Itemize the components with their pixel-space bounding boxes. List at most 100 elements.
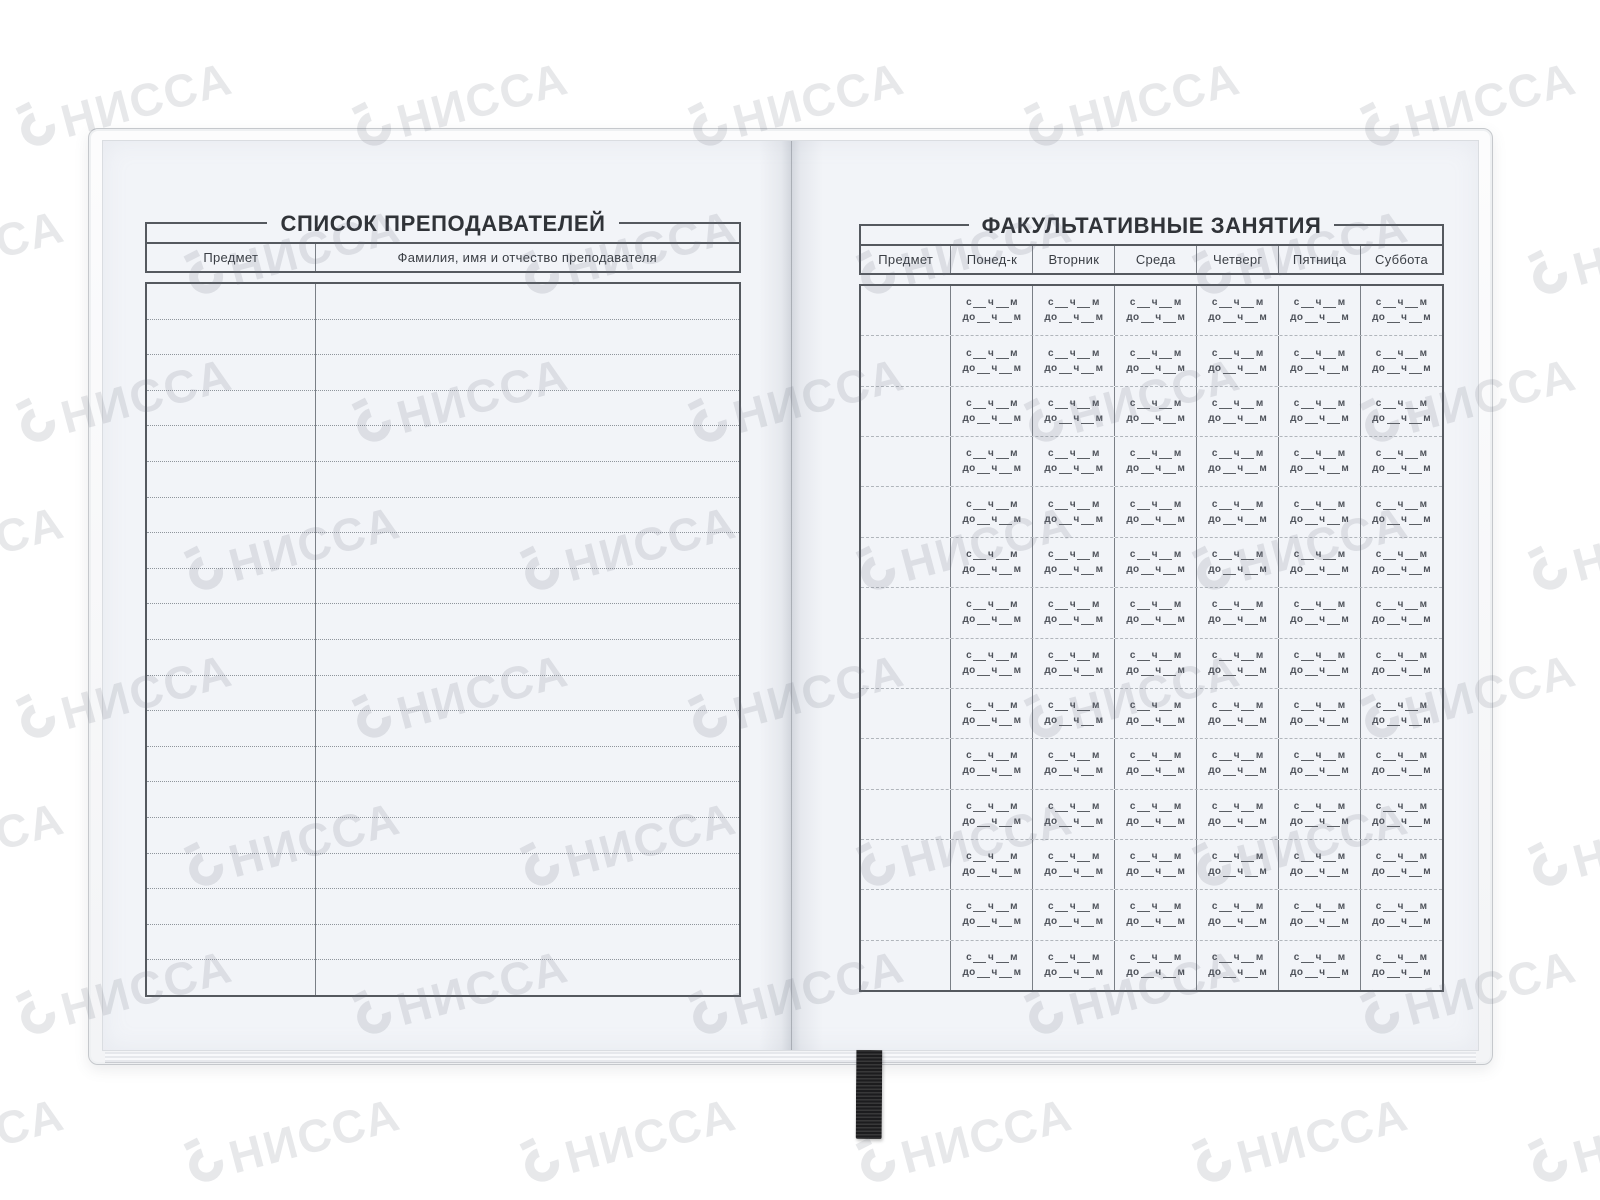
write-in-blank <box>1241 350 1255 359</box>
write-in-blank <box>1219 652 1233 661</box>
time-label: м <box>1255 448 1264 460</box>
time-label: ч <box>1151 297 1158 309</box>
time-label: м <box>1419 548 1428 560</box>
write-in-blank <box>1163 314 1176 324</box>
time-label: до <box>1208 765 1222 777</box>
time-label: до <box>1044 916 1058 928</box>
time-line: до ч м <box>1044 867 1103 878</box>
time-label: с <box>1048 297 1054 309</box>
time-label: ч <box>991 412 998 424</box>
write-in-blank <box>1405 450 1419 460</box>
write-in-blank <box>1383 551 1397 560</box>
time-label: м <box>1173 347 1182 359</box>
teachers-rule-row <box>147 462 739 498</box>
time-label: ч <box>1397 951 1404 963</box>
time-line: до ч м <box>1044 413 1103 424</box>
time-label: с <box>1129 951 1136 963</box>
time-label: с <box>966 649 972 661</box>
electives-page-title: ФАКУЛЬТАТИВНЫЕ ЗАНЯТИЯ <box>861 213 1442 239</box>
time-label: ч <box>1319 614 1326 626</box>
write-in-blank <box>1323 400 1337 409</box>
time-label: м <box>1091 800 1100 812</box>
time-label: с <box>1293 901 1300 913</box>
time-label: м <box>1423 815 1431 827</box>
time-slot-cell: с ч м до ч м <box>1360 688 1442 739</box>
time-label: м <box>1013 866 1022 878</box>
time-label: м <box>1010 851 1018 863</box>
time-label: с <box>966 599 972 611</box>
write-in-blank <box>1077 450 1091 460</box>
time-label: м <box>1013 412 1022 424</box>
time-line: до ч м <box>1044 967 1103 978</box>
time-label: ч <box>1233 951 1240 963</box>
time-label: с <box>1048 448 1054 460</box>
time-label: с <box>1048 800 1054 812</box>
subject-cell <box>861 336 950 385</box>
time-line: до ч м <box>1290 766 1349 777</box>
time-label: ч <box>987 599 995 611</box>
write-in-blank <box>1304 314 1318 324</box>
time-label: с <box>1129 800 1136 812</box>
time-slot-cell: с ч м до ч м <box>1278 839 1360 890</box>
time-label: м <box>1173 700 1182 712</box>
time-slot-cell: с ч м до ч м <box>1114 537 1196 588</box>
electives-row: с ч м до ч м с ч м до ч м с ч м до ч м с ч м до ч м с ч м до ч м с ч м до… <box>861 588 1442 639</box>
time-label: с <box>1048 599 1054 611</box>
time-label: м <box>1173 498 1182 510</box>
time-line: до ч м <box>1372 867 1431 878</box>
time-slot-cell: с ч м до ч м <box>1278 336 1360 386</box>
time-label: м <box>1337 750 1346 762</box>
time-label: ч <box>1151 901 1158 913</box>
write-in-blank <box>1326 667 1340 676</box>
time-label: ч <box>1151 800 1158 812</box>
time-label: ч <box>1319 966 1326 978</box>
write-in-blank <box>977 667 991 676</box>
write-in-blank <box>1323 299 1337 309</box>
time-line: до ч м <box>962 967 1021 978</box>
time-label: до <box>1126 815 1140 827</box>
time-label: м <box>1095 362 1104 374</box>
time-label: ч <box>1237 715 1244 727</box>
write-in-blank <box>973 803 987 812</box>
time-line: до ч м <box>1208 816 1267 827</box>
time-label: до <box>1290 463 1304 475</box>
watermark-text: НИССА <box>559 1087 742 1184</box>
write-in-blank <box>977 969 991 978</box>
time-label: с <box>1375 700 1382 712</box>
time-label: ч <box>1155 513 1162 525</box>
time-label: до <box>1126 664 1140 676</box>
time-label: до <box>1208 513 1222 525</box>
time-slot-cell: с ч м до ч м <box>1360 537 1442 588</box>
time-label: ч <box>1237 563 1244 575</box>
time-label: ч <box>991 765 998 777</box>
write-in-blank <box>977 516 991 525</box>
write-in-blank <box>1055 601 1069 611</box>
time-label: м <box>1095 715 1104 727</box>
write-in-blank <box>1408 415 1422 424</box>
write-in-blank <box>1163 717 1176 727</box>
time-label: ч <box>1319 463 1326 475</box>
time-label: м <box>1255 347 1264 359</box>
time-label: м <box>1010 901 1018 913</box>
time-label: м <box>1341 614 1350 626</box>
time-label: м <box>1419 800 1428 812</box>
time-label: м <box>1423 664 1431 676</box>
time-label: до <box>962 866 976 878</box>
write-in-blank <box>1304 868 1318 878</box>
time-label: ч <box>1237 463 1244 475</box>
time-line: до ч м <box>1126 363 1185 374</box>
time-line: до ч м <box>962 866 1022 878</box>
time-label: м <box>1095 513 1104 525</box>
write-in-blank <box>1323 601 1337 611</box>
time-label: ч <box>991 916 998 928</box>
column-header-teacher-name: Фамилия, имя и отчество преподавателя <box>314 244 739 271</box>
time-label: до <box>1372 412 1386 424</box>
time-label: ч <box>1315 951 1322 963</box>
